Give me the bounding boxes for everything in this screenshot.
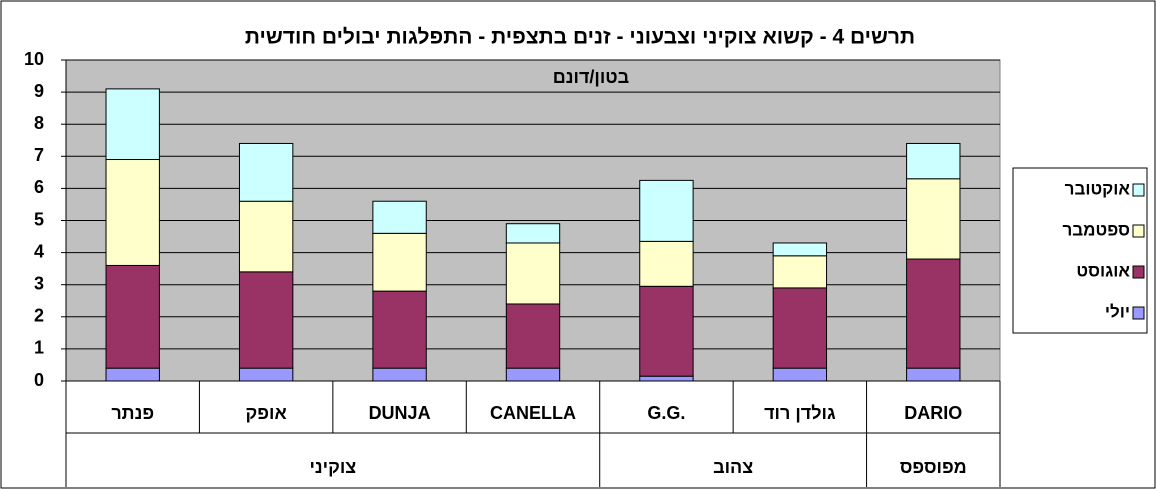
y-tick-label: 0	[34, 370, 44, 390]
bar-segment	[105, 88, 160, 161]
bar-segment	[639, 285, 694, 377]
bar-segment	[372, 290, 427, 369]
x-tick-label: CANELLA	[490, 403, 576, 423]
legend-label: אוקטובר	[1065, 179, 1131, 198]
legend-label: ספטמבר	[1062, 220, 1130, 239]
bar-segment	[639, 375, 694, 382]
x-tick-label: DUNJA	[369, 403, 431, 423]
group-label: צהוב	[713, 457, 753, 477]
x-tick-label: DARIO	[904, 403, 962, 423]
bar-segment	[906, 142, 961, 180]
bar-segment	[505, 242, 561, 305]
bar-segment	[505, 303, 561, 369]
y-tick-label: 8	[34, 113, 44, 133]
group-label: מפוספס	[900, 457, 967, 477]
bar-segment	[505, 223, 561, 244]
bar-segment	[238, 367, 294, 382]
bar-segment	[105, 159, 160, 266]
y-tick-label: 3	[34, 273, 44, 293]
bar-segment	[772, 242, 828, 257]
x-tick-label: פנתר	[111, 403, 154, 423]
legend-box	[1012, 167, 1148, 334]
bar-segment	[238, 200, 294, 273]
bar-segment	[105, 367, 160, 382]
bar-segment	[372, 200, 427, 234]
y-tick-label: 6	[34, 177, 44, 197]
group-label: צוקיני	[309, 457, 356, 477]
y-tick-label: 9	[34, 81, 44, 101]
legend-swatch	[1132, 265, 1145, 279]
chart-subtitle: בטון/דונם	[553, 67, 629, 87]
chart-title: תרשים 4 - קשוא צוקיני וצבעוני - זנים בתצ…	[245, 26, 915, 49]
bar-segment	[238, 142, 294, 202]
y-tick-label: 10	[24, 49, 44, 69]
x-tick-label: אופק	[246, 403, 287, 423]
bar-segment	[639, 240, 694, 287]
bar-segment	[906, 258, 961, 369]
legend-label: יולי	[1105, 302, 1130, 321]
legend-swatch	[1132, 183, 1145, 197]
y-tick-label: 5	[34, 209, 44, 229]
bar-segment	[772, 255, 828, 289]
x-tick-label: G.G.	[647, 403, 685, 423]
y-tick-label: 2	[34, 306, 44, 326]
bar-segment	[772, 287, 828, 369]
legend-swatch	[1132, 224, 1145, 238]
y-tick-label: 4	[34, 241, 44, 261]
bar-segment	[372, 232, 427, 292]
bar-segment	[105, 264, 160, 369]
bar-segment	[372, 367, 427, 382]
bar-segment	[906, 367, 961, 382]
x-tick-label: גולדן רוד	[764, 403, 836, 423]
bar-segment	[906, 178, 961, 260]
legend-swatch	[1132, 306, 1145, 320]
bar-segment	[772, 367, 828, 382]
y-tick-label: 7	[34, 145, 44, 165]
y-tick-label: 1	[34, 338, 44, 358]
bar-segment	[238, 271, 294, 369]
bar-segment	[505, 367, 561, 382]
legend-label: אוגוסט	[1076, 261, 1130, 280]
bar-segment	[639, 179, 694, 242]
